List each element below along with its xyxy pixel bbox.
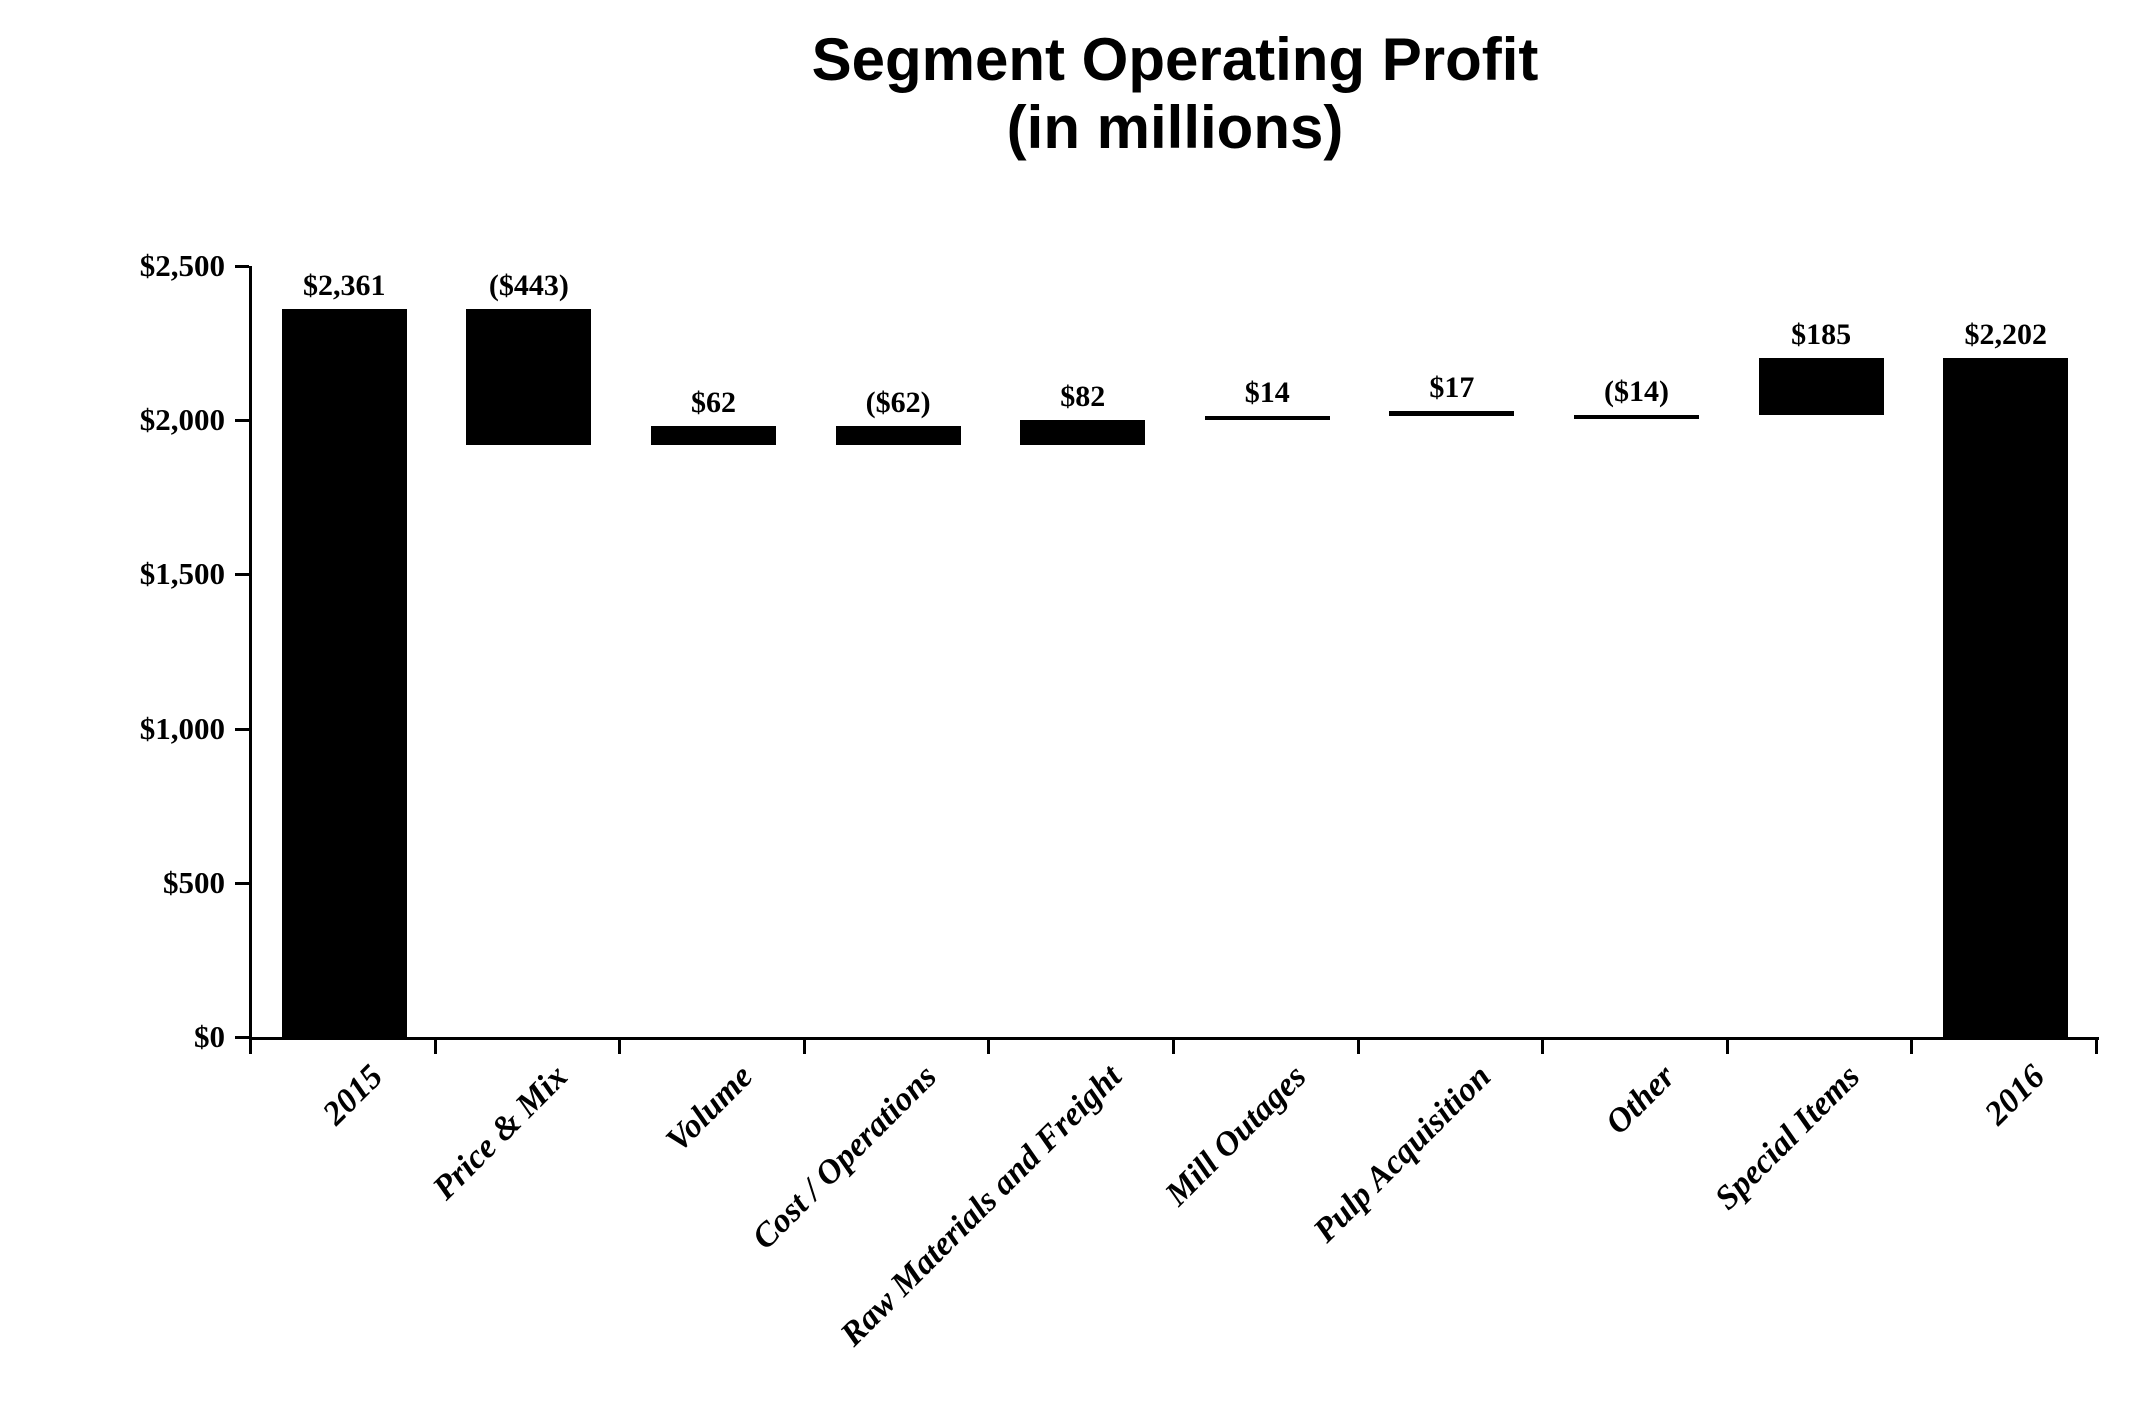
x-axis-label-2016: 2016 bbox=[1977, 1058, 2052, 1133]
x-axis-label-2015: 2015 bbox=[316, 1058, 391, 1133]
chart-title-line2: (in millions) bbox=[1006, 94, 1344, 161]
bar-mill-outages bbox=[1204, 415, 1330, 421]
bar-other bbox=[1574, 414, 1699, 420]
bar-volume bbox=[651, 426, 776, 446]
x-axis-label-price-mix: Price & Mix bbox=[426, 1058, 576, 1208]
y-axis-tick-mark bbox=[235, 1036, 249, 1039]
bar-price-mix bbox=[466, 308, 592, 446]
bar-value-label-2015: $2,361 bbox=[303, 268, 386, 302]
bar-value-label-raw-materials-and-freight: $82 bbox=[1060, 380, 1106, 414]
y-axis-tick-label: $500 bbox=[163, 864, 225, 900]
y-axis-tick-label: $1,500 bbox=[139, 556, 225, 592]
x-axis-tick-mark bbox=[1541, 1040, 1545, 1054]
bar-cost-operations bbox=[835, 426, 961, 446]
x-axis-tick-mark bbox=[2095, 1040, 2098, 1054]
y-axis-tick-mark bbox=[235, 573, 249, 577]
x-axis-tick-mark bbox=[1356, 1040, 1360, 1054]
y-axis-tick-label: $0 bbox=[194, 1019, 225, 1054]
x-axis-tick-mark bbox=[1910, 1040, 1914, 1054]
x-axis-tick-mark bbox=[249, 1040, 252, 1054]
bar-raw-materials-and-freight bbox=[1020, 420, 1146, 446]
y-axis-line bbox=[249, 266, 252, 1040]
bar-value-label-special-items: $185 bbox=[1791, 317, 1852, 351]
bar-value-label-other: ($14) bbox=[1604, 374, 1669, 408]
bar-value-label-mill-outages: $14 bbox=[1244, 375, 1290, 409]
x-axis-tick-mark bbox=[1725, 1040, 1729, 1054]
x-axis-tick-mark bbox=[618, 1040, 622, 1054]
x-axis-tick-mark bbox=[987, 1040, 991, 1054]
x-axis-tick-mark bbox=[1172, 1040, 1175, 1054]
chart-title-line1: Segment Operating Profit bbox=[811, 26, 1539, 93]
x-axis-line bbox=[249, 1037, 2099, 1040]
bar-pulp-acquisition bbox=[1389, 410, 1515, 416]
y-axis-tick-mark bbox=[235, 265, 249, 268]
bar-value-label-price-mix: ($443) bbox=[488, 268, 569, 302]
y-axis-tick-mark bbox=[235, 419, 249, 423]
x-axis-label-special-items: Special Items bbox=[1708, 1058, 1868, 1218]
x-axis-tick-mark bbox=[433, 1040, 437, 1054]
bar-2016 bbox=[1943, 357, 2069, 1037]
bar-value-label-volume: $62 bbox=[691, 386, 736, 420]
x-axis-label-volume: Volume bbox=[658, 1058, 760, 1159]
bar-value-label-pulp-acquisition: $17 bbox=[1429, 370, 1475, 404]
y-axis-tick-label: $2,500 bbox=[139, 248, 225, 283]
x-axis-label-pulp-acquisition: Pulp Acquisition bbox=[1306, 1058, 1499, 1250]
bar-special-items bbox=[1758, 357, 1884, 415]
y-axis-tick-label: $2,000 bbox=[139, 402, 225, 438]
bar-2015 bbox=[281, 308, 407, 1037]
y-axis-tick-label: $1,000 bbox=[139, 710, 225, 746]
x-axis-label-cost-operations: Cost / Operations bbox=[745, 1058, 945, 1257]
x-axis-label-other: Other bbox=[1599, 1058, 1683, 1142]
x-axis-tick-mark bbox=[802, 1040, 806, 1054]
y-axis-tick-mark bbox=[235, 881, 249, 885]
x-axis-label-mill-outages: Mill Outages bbox=[1158, 1058, 1314, 1214]
bar-value-label-2016: $2,202 bbox=[1964, 317, 2047, 351]
chart-title: Segment Operating Profit (in millions) bbox=[252, 26, 2098, 162]
y-axis-tick-mark bbox=[235, 727, 249, 731]
bar-value-label-cost-operations: ($62) bbox=[865, 386, 931, 420]
